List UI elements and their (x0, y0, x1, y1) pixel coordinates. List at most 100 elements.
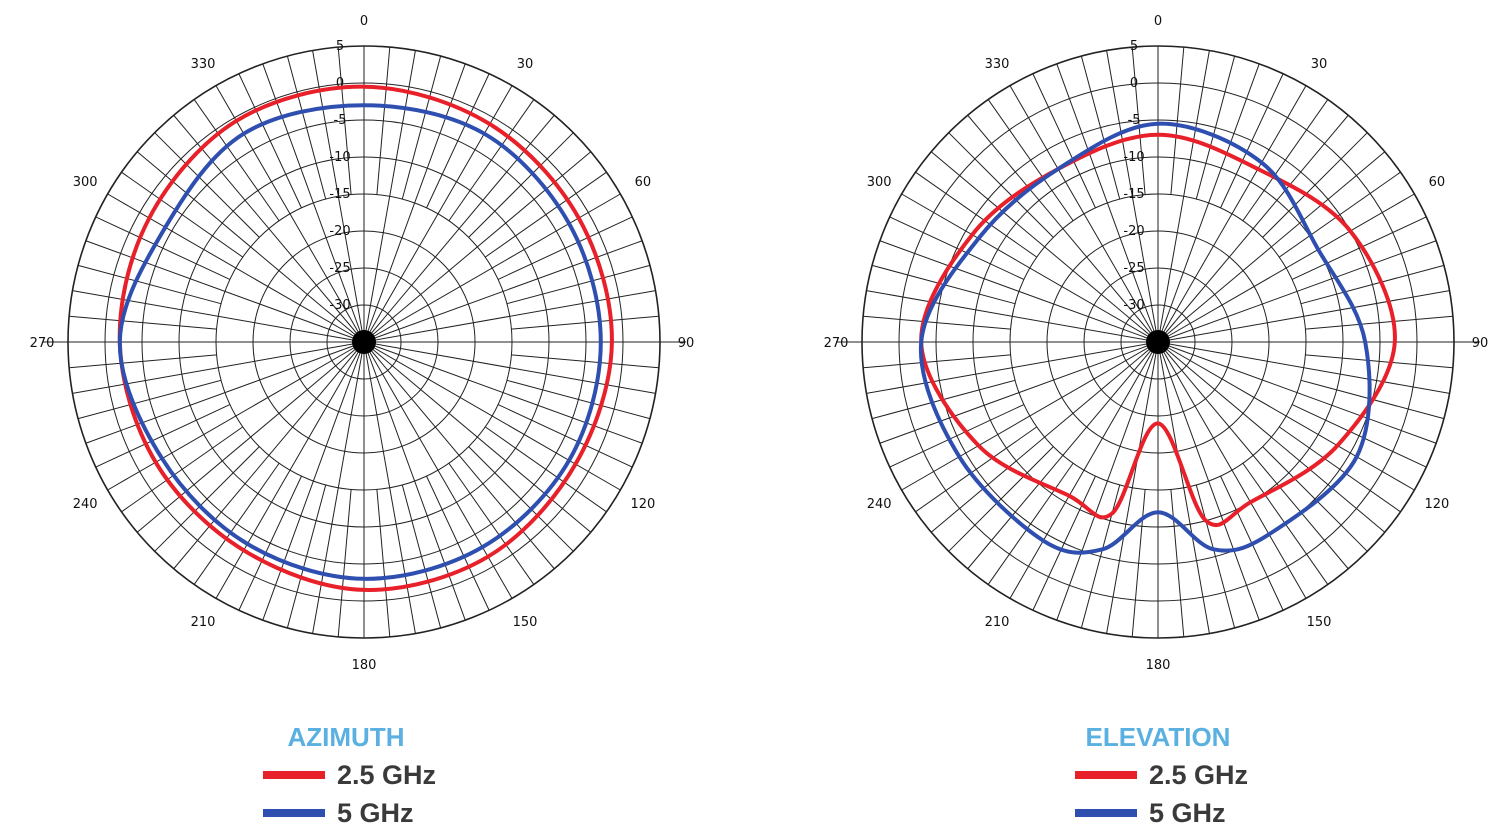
grid-spoke (173, 341, 365, 570)
grid-spoke (1220, 73, 1284, 209)
grid-spoke (863, 354, 1011, 369)
grid-spoke (1242, 99, 1329, 222)
grid-spoke (484, 171, 607, 258)
radial-tick-label: -20 (329, 224, 350, 239)
grid-spoke (1157, 240, 1437, 343)
grid-spoke (967, 114, 1159, 343)
legend-swatch-red (263, 771, 325, 779)
grid-spoke (1106, 341, 1159, 634)
grid-spoke (879, 341, 1159, 444)
grid-spoke (497, 404, 633, 468)
radial-tick-label: -10 (1123, 150, 1144, 165)
angle-tick-label: 270 (30, 336, 55, 351)
grid-spoke (987, 99, 1074, 222)
grid-spoke (107, 341, 365, 491)
grid-spoke (286, 484, 327, 629)
azimuth-legend-item-5ghz: 5 GHz (263, 796, 414, 830)
grid-spoke (1195, 484, 1236, 629)
angle-tick-label: 60 (635, 175, 652, 190)
grid-spoke (1305, 354, 1453, 369)
grid-spoke (376, 47, 391, 195)
grid-spoke (363, 114, 555, 343)
grid-spoke (448, 99, 535, 222)
grid-spoke (930, 151, 1159, 343)
grid-spoke (363, 341, 621, 491)
radial-tick-label: 0 (336, 76, 344, 91)
grid-spoke (1157, 341, 1415, 491)
grid-spoke (1056, 341, 1159, 621)
azimuth-title: AZIMUTH (287, 722, 405, 752)
legend-swatch-blue (1075, 809, 1137, 817)
angle-tick-label: 150 (513, 615, 538, 630)
angle-tick-label: 180 (352, 658, 377, 673)
grid-spoke (511, 354, 659, 369)
grid-spoke (1305, 315, 1453, 330)
grid-spoke (1170, 47, 1185, 195)
grid-spoke (337, 489, 352, 637)
angle-tick-label: 0 (360, 14, 368, 29)
legend-swatch-blue (263, 809, 325, 817)
radial-tick-label: 5 (336, 39, 344, 54)
grid-spoke (121, 426, 244, 513)
azimuth-legend-item-2-5ghz: 2.5 GHz (263, 758, 436, 792)
series-line-5ghz (918, 121, 1372, 555)
grid-spoke (948, 446, 1054, 552)
grid-spoke (215, 85, 365, 343)
grid-spoke (262, 341, 365, 621)
grid-spoke (987, 462, 1074, 585)
angle-tick-labels: 0 30 60 90 120 150 180 210 240 270 300 330 (824, 14, 1489, 673)
grid-spoke (901, 341, 1159, 491)
grid-spoke (1032, 475, 1096, 611)
grid-spoke (1291, 216, 1427, 280)
azimuth-polar-chart: 0 30 60 90 120 150 180 210 240 270 300 330 5 0 -5 -10 -1… (30, 14, 695, 673)
grid-spoke (1157, 341, 1450, 394)
angle-tick-label: 30 (517, 57, 534, 72)
grid-spoke (1170, 489, 1185, 637)
grid-spoke (95, 216, 231, 280)
legend-label: 2.5 GHz (1149, 759, 1249, 790)
grid-spoke (497, 216, 633, 280)
radial-tick-label: -10 (329, 150, 350, 165)
grid-spoke (363, 63, 466, 343)
grid-spoke (1157, 193, 1415, 343)
grid-spoke (1131, 47, 1146, 195)
radial-tick-label: -15 (1123, 187, 1144, 202)
elevation-polar-chart: 0 30 60 90 120 150 180 210 240 270 300 330 5 0 -5 -10 -1… (824, 14, 1489, 673)
grid-spoke (1157, 63, 1260, 343)
legend-label: 5 GHz (337, 797, 414, 828)
polar-charts: 030609012015018021024027030033050-5-10-1… (30, 14, 1489, 673)
grid-spoke (1262, 446, 1368, 552)
angle-tick-label: 90 (1472, 336, 1489, 351)
grid-spoke (484, 426, 607, 513)
grid-spoke (154, 132, 260, 238)
grid-spoke (401, 55, 442, 200)
elevation-legend-item-5ghz: 5 GHz (1075, 796, 1226, 830)
angle-tick-label: 210 (191, 615, 216, 630)
angle-tick-label: 0 (1154, 14, 1162, 29)
grid-spoke (1300, 264, 1445, 305)
grid-spoke (1032, 73, 1096, 209)
grid-spoke (1262, 132, 1368, 238)
grid-spoke (1278, 426, 1401, 513)
grid-spoke (1106, 50, 1159, 343)
grid-spoke (376, 489, 391, 637)
angle-tick-label: 330 (985, 57, 1010, 72)
series-line-5ghz (117, 103, 603, 581)
grid-spoke (506, 264, 651, 305)
series-line-2-5ghz (117, 84, 614, 592)
grid-spoke (1080, 484, 1121, 629)
grid-spoke (506, 379, 651, 420)
radial-tick-label: -25 (1123, 261, 1144, 276)
grid-spoke (136, 341, 365, 533)
angle-tick-label: 120 (630, 497, 655, 512)
grid-spoke (173, 114, 365, 343)
series-line-2-5ghz (919, 132, 1397, 528)
grid-spoke (889, 216, 1025, 280)
grid-spoke (193, 462, 280, 585)
angle-tick-label: 240 (867, 497, 892, 512)
grid-spoke (121, 171, 244, 258)
angle-tick-label: 60 (1429, 175, 1446, 190)
grid-spoke (215, 341, 365, 599)
grid-spoke (1009, 341, 1159, 599)
center-hub (1146, 330, 1170, 354)
